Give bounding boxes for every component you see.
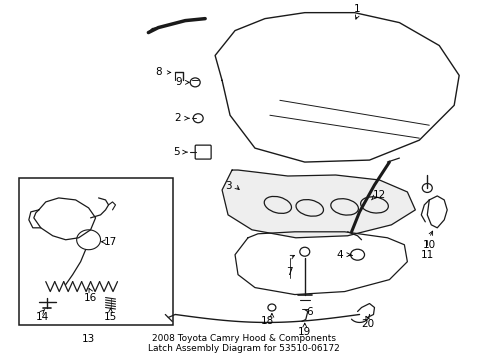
Text: 5: 5: [173, 147, 179, 157]
Text: 16: 16: [84, 293, 97, 302]
Text: 1: 1: [353, 4, 360, 14]
Text: 18: 18: [261, 316, 274, 327]
Text: 19: 19: [298, 327, 311, 337]
Text: 20: 20: [360, 319, 373, 329]
Text: 17: 17: [103, 237, 117, 247]
Text: 8: 8: [155, 67, 162, 77]
Polygon shape: [222, 170, 414, 238]
Text: 12: 12: [372, 190, 386, 200]
Text: 15: 15: [103, 312, 117, 323]
Text: 11: 11: [420, 250, 433, 260]
Bar: [19, 178, 173, 325]
Text: 6: 6: [306, 307, 312, 318]
Text: 2: 2: [174, 113, 180, 123]
Text: 2008 Toyota Camry Hood & Components
Latch Assembly Diagram for 53510-06172: 2008 Toyota Camry Hood & Components Latc…: [148, 334, 339, 353]
Text: 10: 10: [422, 240, 435, 250]
Text: 9: 9: [175, 77, 181, 87]
Text: 4: 4: [336, 250, 342, 260]
Text: 3: 3: [224, 181, 231, 191]
Text: 14: 14: [36, 312, 49, 323]
Text: 13: 13: [82, 334, 95, 345]
Text: 7: 7: [286, 267, 292, 276]
